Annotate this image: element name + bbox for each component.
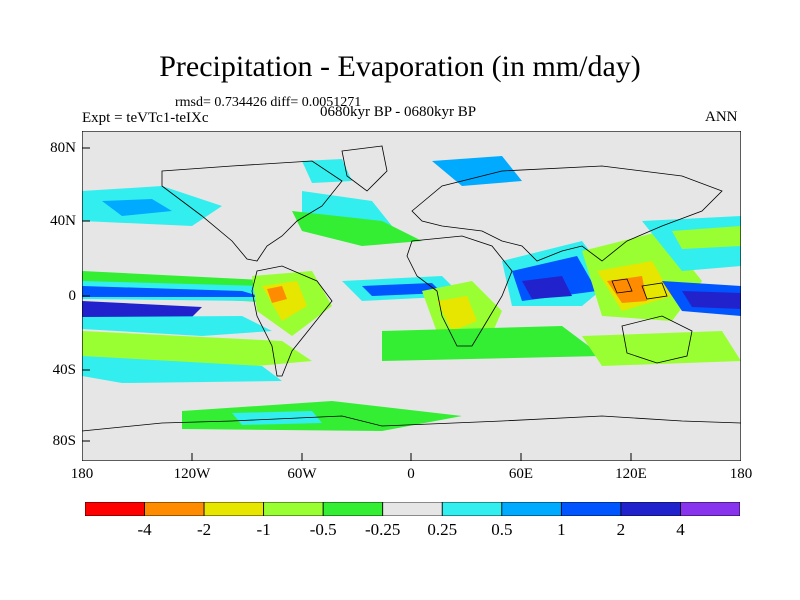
- colorbar-swatch: [382, 502, 443, 516]
- season-label: ANN: [705, 109, 738, 125]
- colorbar-label: 1: [557, 520, 566, 539]
- lat-tick-label: 80S: [52, 433, 76, 449]
- colorbar-swatch: [441, 502, 503, 516]
- colorbar-label: -2: [196, 520, 212, 539]
- colorbar-label: 2: [616, 520, 626, 539]
- lat-tick-label: 0: [68, 288, 77, 304]
- lat-tick-label: 80N: [50, 140, 76, 156]
- lon-tick-label: 120W: [173, 466, 211, 482]
- colorbar: [85, 502, 740, 516]
- colorbar-swatch: [501, 502, 562, 516]
- lat-tick-label: 40S: [52, 362, 76, 378]
- lon-tick-label: 60E: [508, 466, 534, 482]
- colorbar-swatch: [560, 502, 622, 516]
- colorbar-label: -1: [256, 520, 271, 539]
- lat-tick-label: 40N: [50, 213, 76, 229]
- colorbar-swatch: [85, 502, 145, 516]
- tick-marks: [82, 147, 632, 461]
- plot-title: Precipitation - Evaporation (in mm/day): [159, 50, 641, 83]
- colorbar-label: -0.5: [309, 520, 337, 539]
- colorbar-label: -0.25: [365, 520, 401, 539]
- lon-tick-label: 180: [729, 466, 753, 482]
- colorbar-label: -4: [137, 520, 152, 539]
- field-shading: [82, 156, 741, 431]
- lon-tick-label: 120E: [615, 466, 647, 482]
- colorbar-label: 0.25: [427, 520, 458, 539]
- lon-tick-label: 60W: [287, 466, 317, 482]
- colorbar-label: 0.5: [491, 520, 513, 539]
- colorbar-swatch: [680, 502, 740, 516]
- lon-tick-label: 0: [407, 466, 415, 482]
- colorbar-swatch: [144, 502, 205, 516]
- colorbar-label: 4: [676, 520, 685, 539]
- world-map: [82, 131, 741, 461]
- experiment-label: Expt = teVTc1-teIXc: [82, 110, 209, 126]
- colorbar-swatch: [322, 502, 384, 516]
- coastlines: [82, 145, 741, 432]
- colorbar-swatch: [263, 502, 324, 516]
- colorbar-swatch: [203, 502, 265, 516]
- stats-text: rmsd= 0.734426 diff= 0.0051271: [175, 95, 362, 110]
- colorbar-swatch: [620, 502, 681, 516]
- lon-tick-label: 180: [70, 466, 94, 482]
- period-label: 0680kyr BP - 0680kyr BP: [320, 104, 477, 120]
